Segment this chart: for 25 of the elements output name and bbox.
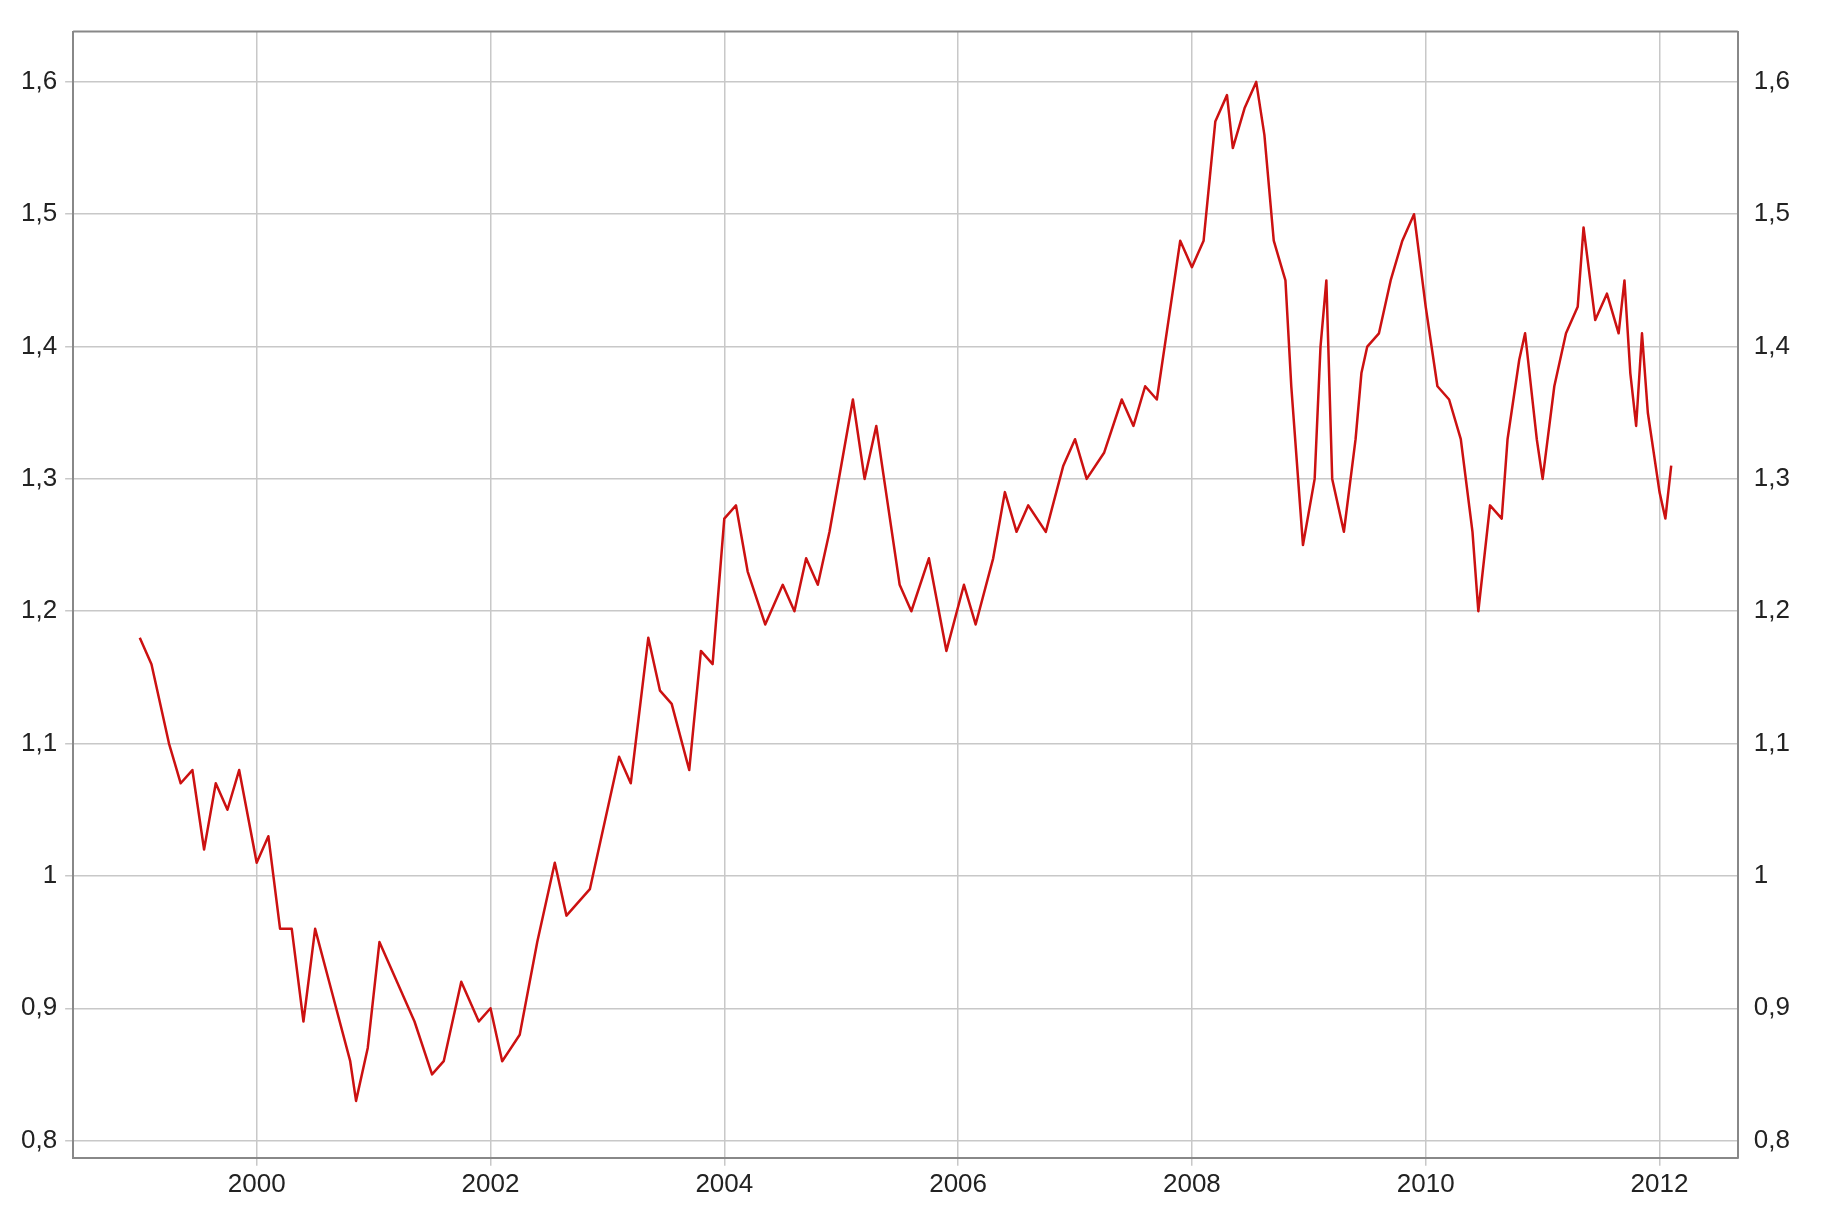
y-tick-label: 1,1 bbox=[20, 726, 58, 757]
x-tick-label: 2004 bbox=[695, 1167, 754, 1198]
y-tick-label: 1,2 bbox=[20, 594, 58, 625]
y2-tick-label: 0,9 bbox=[1753, 991, 1791, 1022]
x-tick-label: 2000 bbox=[227, 1167, 286, 1198]
x-tick-label: 2010 bbox=[1396, 1167, 1455, 1198]
y2-tick-label: 1,2 bbox=[1753, 594, 1791, 625]
y-tick-label: 1,4 bbox=[20, 329, 58, 360]
y2-tick-label: 1,4 bbox=[1753, 329, 1791, 360]
y2-tick-label: 1,1 bbox=[1753, 726, 1791, 757]
y2-tick-label: 0,8 bbox=[1753, 1123, 1791, 1154]
x-tick-label: 2006 bbox=[929, 1167, 988, 1198]
y2-tick-label: 1,5 bbox=[1753, 197, 1791, 228]
x-tick-label: 2008 bbox=[1162, 1167, 1221, 1198]
y-tick-label: 1 bbox=[42, 859, 58, 890]
y-tick-label: 1,5 bbox=[20, 197, 58, 228]
y2-tick-label: 1,6 bbox=[1753, 65, 1791, 96]
y-tick-label: 0,8 bbox=[20, 1123, 58, 1154]
y-tick-label: 1,6 bbox=[20, 65, 58, 96]
x-tick-label: 2002 bbox=[461, 1167, 520, 1198]
y-tick-label: 1,3 bbox=[20, 462, 58, 493]
x-tick-label: 2012 bbox=[1630, 1167, 1689, 1198]
y2-tick-label: 1 bbox=[1753, 859, 1769, 890]
y2-tick-label: 1,3 bbox=[1753, 462, 1791, 493]
y-tick-label: 0,9 bbox=[20, 991, 58, 1022]
